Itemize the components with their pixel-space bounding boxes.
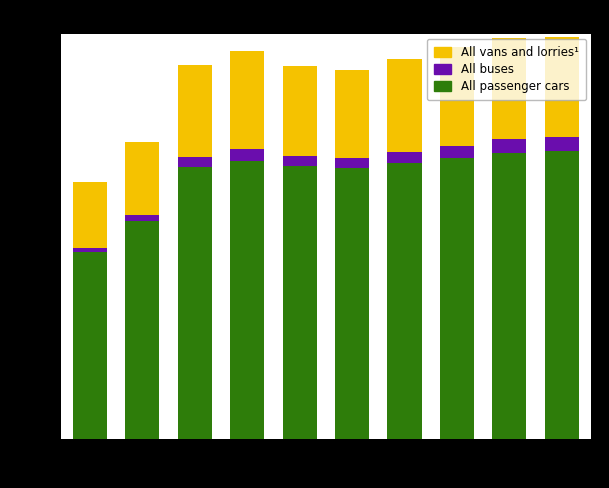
Bar xyxy=(545,137,579,151)
Bar xyxy=(125,222,160,439)
Bar xyxy=(545,151,579,439)
Bar xyxy=(178,157,212,167)
Bar xyxy=(440,145,474,158)
Bar xyxy=(387,152,421,163)
Bar xyxy=(125,142,160,215)
Bar xyxy=(387,60,421,152)
Bar xyxy=(72,248,107,252)
Bar xyxy=(283,66,317,156)
Bar xyxy=(125,215,160,222)
Bar xyxy=(230,149,264,161)
Bar xyxy=(545,37,579,137)
Bar xyxy=(72,182,107,248)
Bar xyxy=(492,153,526,439)
Legend: All vans and lorries¹, All buses, All passenger cars: All vans and lorries¹, All buses, All pa… xyxy=(427,39,586,101)
Bar xyxy=(178,167,212,439)
Bar xyxy=(178,64,212,157)
Bar xyxy=(283,156,317,166)
Bar xyxy=(335,70,369,158)
Bar xyxy=(492,139,526,153)
Bar xyxy=(492,38,526,139)
Bar xyxy=(230,161,264,439)
Bar xyxy=(283,166,317,439)
Bar xyxy=(440,158,474,439)
Bar xyxy=(440,47,474,145)
Bar xyxy=(230,51,264,149)
Bar xyxy=(335,158,369,168)
Bar xyxy=(387,163,421,439)
Bar xyxy=(335,168,369,439)
Bar xyxy=(72,252,107,439)
